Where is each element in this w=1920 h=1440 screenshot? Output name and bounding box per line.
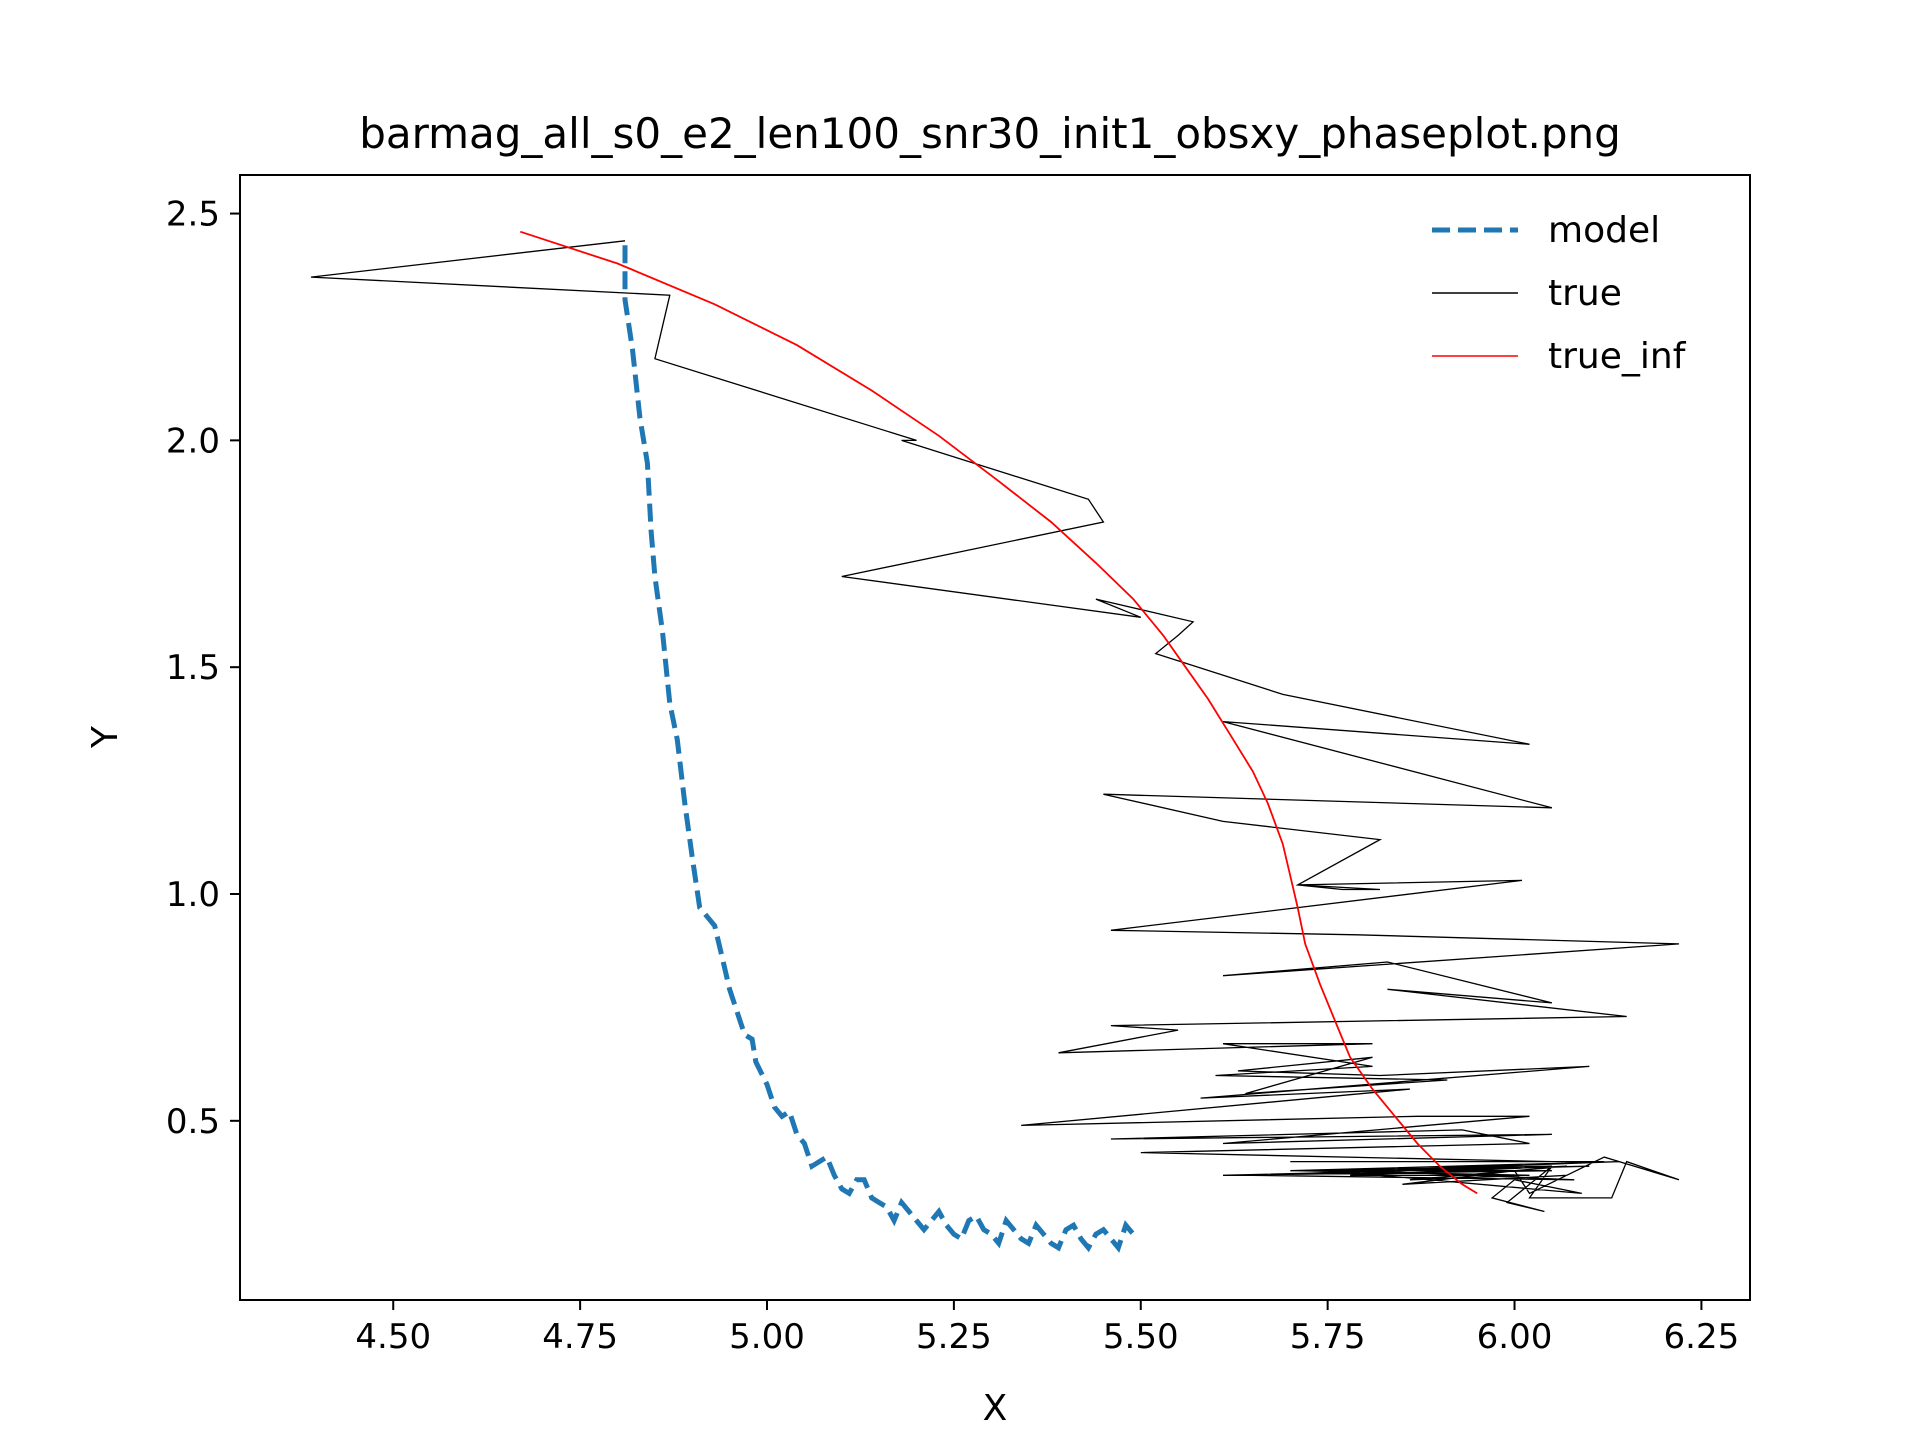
series-layer <box>310 230 1680 1253</box>
x-tick-label: 5.50 <box>1103 1317 1179 1357</box>
y-tick-label: 1.5 <box>166 648 220 688</box>
x-tick-label: 5.25 <box>916 1317 992 1357</box>
series-line-true <box>310 240 1680 1213</box>
plot-area <box>310 230 1680 1253</box>
series-line-true-inf <box>520 230 1478 1195</box>
legend-label-true: true <box>1548 273 1622 314</box>
x-axis-label: X <box>983 1388 1008 1429</box>
x-tick-label: 6.00 <box>1477 1317 1553 1357</box>
x-tick-label: 5.75 <box>1290 1317 1366 1357</box>
legend-label-model: model <box>1548 210 1660 251</box>
x-tick-label: 6.25 <box>1664 1317 1740 1357</box>
x-tick-label: 4.50 <box>355 1317 431 1357</box>
y-tick-label: 1.0 <box>166 875 220 915</box>
y-axis: 0.5 1.0 1.5 2.0 2.5 <box>166 195 240 1142</box>
y-tick-label: 2.5 <box>166 195 220 235</box>
legend: model true true_inf <box>1432 210 1687 377</box>
x-tick-label: 5.00 <box>729 1317 805 1357</box>
x-axis: 4.50 4.75 5.00 5.25 5.50 5.75 6.00 6.25 <box>355 1300 1739 1357</box>
plot-frame <box>239 174 1751 1301</box>
y-tick-label: 0.5 <box>166 1102 220 1142</box>
legend-label-true-inf: true_inf <box>1548 336 1687 377</box>
x-tick-label: 4.75 <box>542 1317 618 1357</box>
chart-title: barmag_all_s0_e2_len100_snr30_init1_obsx… <box>359 109 1621 158</box>
series-line-model <box>622 245 1136 1253</box>
y-tick-label: 2.0 <box>166 421 220 461</box>
y-axis-label: Y <box>85 725 126 749</box>
